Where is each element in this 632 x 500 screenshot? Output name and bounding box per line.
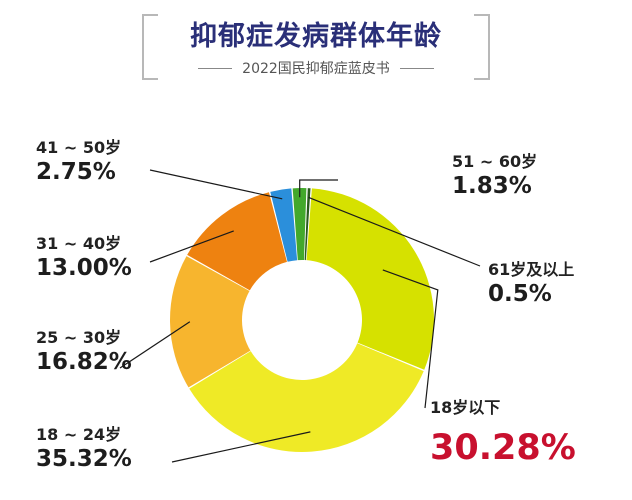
label-25-30-value: 16.82% <box>36 349 132 375</box>
label-31-40: 31 ~ 40岁 13.00% <box>36 236 132 280</box>
label-41-50-category: 41 ~ 50岁 <box>36 138 122 157</box>
chart-subtitle: 2022国民抑郁症蓝皮书 <box>242 61 390 77</box>
label-18-24-value: 35.32% <box>36 446 132 472</box>
title-bracket-right <box>474 14 490 80</box>
label-61-plus: 61岁及以上 0.5% <box>488 262 574 306</box>
leader-lines <box>119 169 481 463</box>
leader-51-60 <box>299 179 338 198</box>
leader-41-50 <box>149 169 283 200</box>
label-25-30: 25 ~ 30岁 16.82% <box>36 330 132 374</box>
slice-51-60 <box>292 188 307 261</box>
slice-61-plus <box>304 188 311 261</box>
subtitle-row: 2022国民抑郁症蓝皮书 <box>0 58 632 78</box>
label-31-40-category: 31 ~ 40岁 <box>36 234 122 253</box>
label-under-18-value-block: 30.28% <box>430 426 576 466</box>
slice-31-40 <box>187 192 287 291</box>
leader-25-30 <box>119 321 191 369</box>
label-18-24-category: 18 ~ 24岁 <box>36 425 122 444</box>
leader-31-40 <box>149 230 234 263</box>
leader-61-plus <box>308 196 481 267</box>
label-51-60-category: 51 ~ 60岁 <box>452 152 538 171</box>
label-under-18-category: 18岁以下 <box>430 398 501 417</box>
label-61-plus-value: 0.5% <box>488 281 552 307</box>
subtitle-rule-left <box>198 67 233 69</box>
label-25-30-category: 25 ~ 30岁 <box>36 328 122 347</box>
label-18-24: 18 ~ 24岁 35.32% <box>36 427 132 471</box>
chart-title: 抑郁症发病群体年龄 <box>190 21 442 52</box>
label-51-60-value: 1.83% <box>452 173 532 199</box>
label-61-plus-category: 61岁及以上 <box>488 260 575 279</box>
title-bracket-left <box>142 14 158 80</box>
leader-18-24 <box>171 431 311 463</box>
leader-under-18 <box>382 269 439 409</box>
slice-18-24 <box>189 343 424 452</box>
label-under-18-value: 30.28% <box>430 428 576 468</box>
slice-under-18 <box>306 188 434 370</box>
label-41-50: 41 ~ 50岁 2.75% <box>36 140 121 184</box>
label-51-60: 51 ~ 60岁 1.83% <box>452 154 537 198</box>
label-31-40-value: 13.00% <box>36 255 132 281</box>
label-under-18: 18岁以下 <box>430 400 500 416</box>
subtitle-rule-right <box>399 67 434 69</box>
slice-41-50 <box>270 188 298 262</box>
label-41-50-value: 2.75% <box>36 159 116 185</box>
slice-25-30 <box>170 256 251 388</box>
donut-slices <box>170 188 434 452</box>
